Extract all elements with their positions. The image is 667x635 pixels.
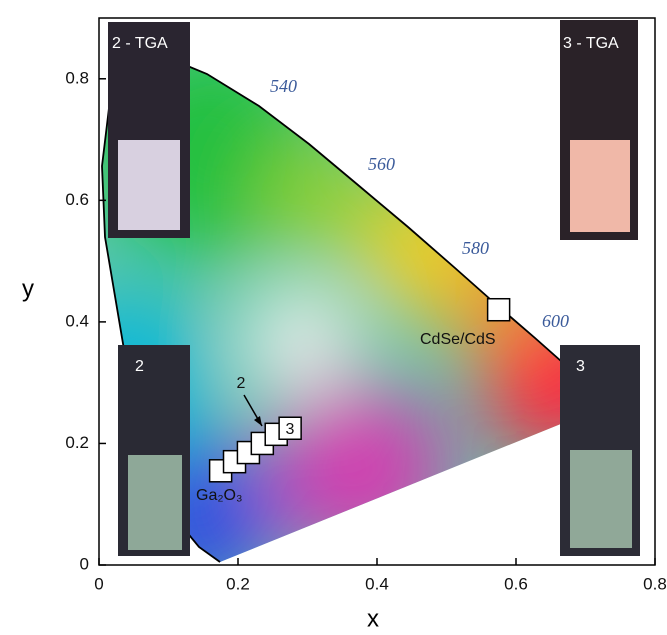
chart: 2 - TGA 3 - TGA 2 3 540 560 580 600 x y … <box>0 0 667 635</box>
inset-label: 2 <box>135 358 144 375</box>
inset-label: 3 <box>576 358 585 375</box>
annotation: CdSe/CdS <box>420 331 496 348</box>
annotation: 3 <box>286 421 295 438</box>
wavelength-label: 540 <box>270 76 297 96</box>
wavelength-label: 560 <box>368 154 395 174</box>
y-tick-label: 0.2 <box>65 433 89 452</box>
x-tick-label: 0.2 <box>226 574 250 593</box>
x-tick-label: 0.8 <box>643 574 667 593</box>
y-tick-label: 0.4 <box>65 311 89 330</box>
inset-label: 3 - TGA <box>563 35 619 52</box>
inset-label: 2 - TGA <box>112 35 168 52</box>
y-tick-label: 0.8 <box>65 68 89 87</box>
point <box>488 299 510 321</box>
annotation: Ga₂O₃ <box>196 487 243 504</box>
annotation: 2 <box>237 375 246 392</box>
x-tick-label: 0.4 <box>365 574 389 593</box>
x-tick-label: 0 <box>94 574 103 593</box>
y-tick-label: 0.6 <box>65 190 89 209</box>
wavelength-label: 580 <box>462 238 489 258</box>
y-tick-label: 0 <box>80 554 89 573</box>
x-tick-label: 0.6 <box>504 574 528 593</box>
x-axis-label: x <box>367 605 379 632</box>
y-axis-label: y <box>22 275 34 302</box>
wavelength-label: 600 <box>542 311 569 331</box>
